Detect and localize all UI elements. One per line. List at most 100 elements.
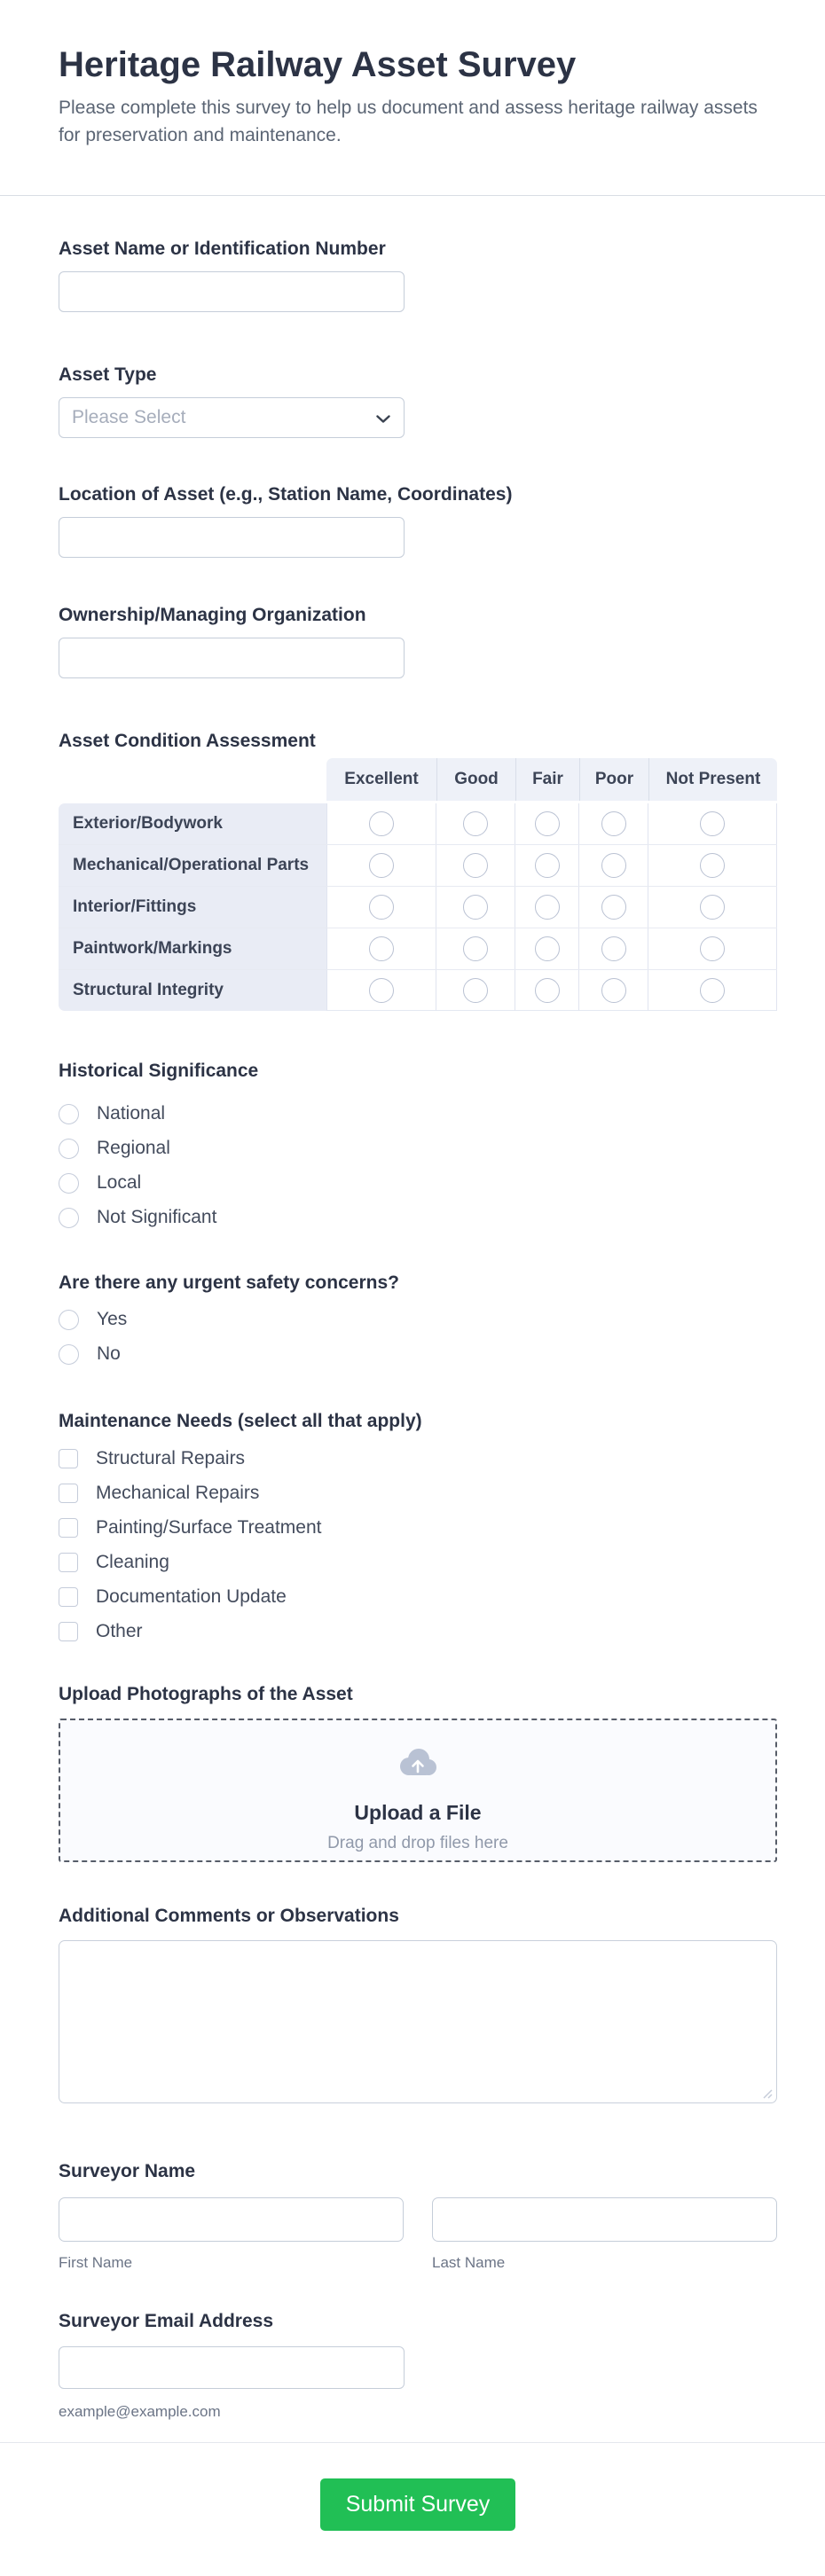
matrix-column-header: Fair [515,758,579,801]
surveyor-name-inputs [59,2197,777,2242]
matrix-radio[interactable] [700,977,725,1003]
matrix-radio[interactable] [463,977,488,1003]
question-upload-photos: Upload Photographs of the Asset Upload a… [59,1683,777,1862]
matrix-radio[interactable] [369,853,394,878]
matrix-radio[interactable] [601,936,626,961]
matrix-radio[interactable] [534,853,560,878]
checkbox[interactable] [59,1449,78,1468]
resize-handle[interactable] [760,2087,773,2099]
matrix-radio[interactable] [463,811,488,836]
matrix-radio[interactable] [601,977,626,1003]
checkbox[interactable] [59,1484,78,1503]
condition-matrix-table: Excellent Good Fair Poor Not Present Ext… [59,758,777,1011]
surveyor-email-input[interactable] [59,2346,405,2389]
upload-photos-label: Upload Photographs of the Asset [59,1684,353,1704]
matrix-radio[interactable] [463,895,488,920]
matrix-radio[interactable] [700,853,725,878]
matrix-cell [515,803,579,844]
matrix-cell [515,887,579,928]
matrix-radio[interactable] [700,895,725,920]
upload-button-text[interactable]: Upload a File [354,1801,482,1824]
checkbox-option-label[interactable]: Documentation Update [96,1586,287,1607]
surveyor-name-sublabels: First Name Last Name [59,2254,777,2272]
asset-name-input[interactable] [59,271,405,312]
matrix-radio[interactable] [534,895,560,920]
matrix-row: Paintwork/Markings [59,928,777,969]
radio-option-row: National [59,1103,777,1124]
first-name-input[interactable] [59,2197,404,2242]
location-input[interactable] [59,517,405,558]
matrix-radio[interactable] [601,895,626,920]
matrix-row: Exterior/Bodywork [59,803,777,844]
radio-option-label[interactable]: Not Significant [97,1207,217,1227]
matrix-cell [326,970,436,1011]
matrix-radio[interactable] [369,895,394,920]
upload-hint-text: Drag and drop files here [327,1834,508,1852]
matrix-radio[interactable] [534,936,560,961]
checkbox[interactable] [59,1553,78,1572]
checkbox-option-row: Painting/Surface Treatment [59,1517,777,1539]
matrix-radio[interactable] [463,936,488,961]
radio-button[interactable] [59,1309,79,1330]
matrix-radio[interactable] [700,936,725,961]
matrix-cell [579,928,648,969]
file-upload-dropzone[interactable]: Upload a File Drag and drop files here [59,1719,777,1862]
checkbox[interactable] [59,1518,78,1538]
question-asset-name: Asset Name or Identification Number [59,238,777,312]
checkbox-option-label[interactable]: Other [96,1621,143,1641]
surveyor-email-label: Surveyor Email Address [59,2311,273,2331]
matrix-cell [436,887,515,928]
radio-button[interactable] [59,1207,79,1228]
checkbox[interactable] [59,1622,78,1641]
surveyor-email-sublabel: example@example.com [59,2403,221,2420]
matrix-cell [515,928,579,969]
radio-option-label[interactable]: Regional [97,1138,170,1158]
matrix-row: Structural Integrity [59,969,777,1011]
radio-option-row: Yes [59,1309,777,1330]
historical-significance-label: Historical Significance [59,1061,259,1081]
asset-name-label: Asset Name or Identification Number [59,239,386,259]
radio-button[interactable] [59,1103,79,1124]
matrix-radio[interactable] [534,977,560,1003]
matrix-cell [326,845,436,886]
asset-type-label: Asset Type [59,364,157,385]
matrix-row: Mechanical/Operational Parts [59,844,777,886]
submit-survey-button[interactable]: Submit Survey [320,2478,515,2531]
last-name-input[interactable] [432,2197,777,2242]
radio-option-label[interactable]: Local [97,1172,142,1193]
radio-button[interactable] [59,1343,79,1365]
question-surveyor-email: Surveyor Email Address example@example.c… [59,2310,777,2421]
matrix-row-label: Interior/Fittings [59,887,326,928]
checkbox[interactable] [59,1587,78,1607]
matrix-cell [436,970,515,1011]
radio-option-label[interactable]: National [97,1103,166,1124]
question-location: Location of Asset (e.g., Station Name, C… [59,483,777,558]
checkbox-option-label[interactable]: Mechanical Repairs [96,1483,260,1503]
ownership-input[interactable] [59,638,405,678]
checkbox-option-row: Structural Repairs [59,1448,777,1469]
comments-textarea[interactable] [59,1940,777,2103]
location-label: Location of Asset (e.g., Station Name, C… [59,484,513,505]
matrix-cell [579,887,648,928]
matrix-radio[interactable] [463,853,488,878]
matrix-radio[interactable] [700,811,725,836]
matrix-cell [648,845,777,886]
checkbox-option-label[interactable]: Structural Repairs [96,1448,246,1468]
radio-button[interactable] [59,1172,79,1194]
checkbox-option-label[interactable]: Cleaning [96,1552,169,1572]
radio-option-label[interactable]: No [97,1343,121,1364]
asset-type-select[interactable]: Please Select [59,397,405,438]
checkbox-option-label[interactable]: Painting/Surface Treatment [96,1517,322,1538]
matrix-radio[interactable] [369,811,394,836]
checkbox-option-row: Cleaning [59,1552,777,1573]
matrix-row-label: Paintwork/Markings [59,928,326,969]
matrix-radio[interactable] [369,936,394,961]
matrix-radio[interactable] [369,977,394,1003]
matrix-radio[interactable] [601,811,626,836]
matrix-radio[interactable] [534,811,560,836]
radio-option-label[interactable]: Yes [97,1309,128,1329]
matrix-radio[interactable] [601,853,626,878]
maintenance-needs-options: Structural Repairs Mechanical Repairs Pa… [59,1448,777,1642]
radio-button[interactable] [59,1138,79,1159]
